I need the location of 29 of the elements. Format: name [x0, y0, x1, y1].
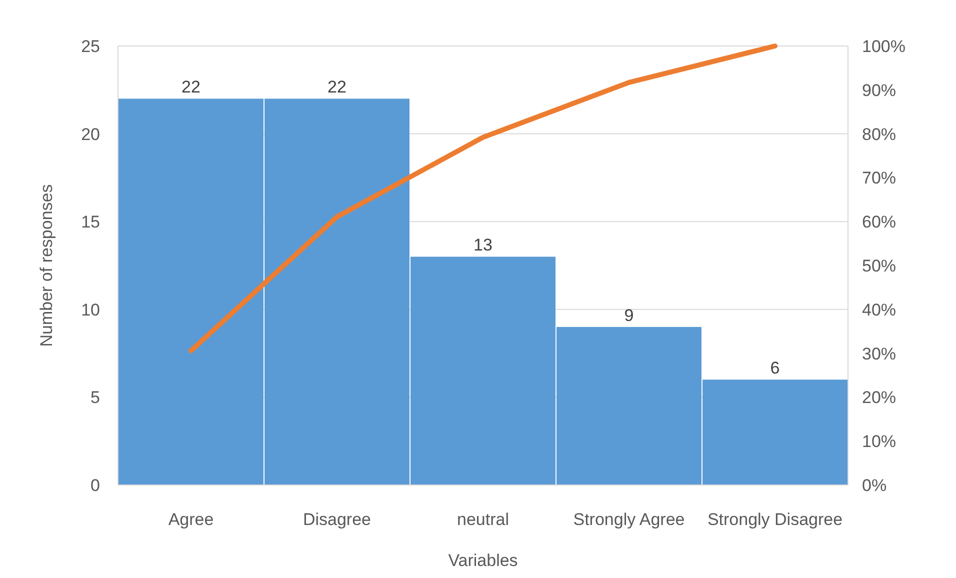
y-tick-label: 20 [81, 124, 100, 144]
x-tick-label: neutral [457, 510, 509, 529]
y-tick-label: 5 [90, 388, 100, 408]
y-tick-label: 25 [81, 36, 100, 56]
y2-tick-label: 90% [862, 80, 896, 100]
x-tick-label: Strongly Disagree [707, 510, 843, 529]
data-label: 6 [770, 358, 780, 378]
y2-tick-label: 50% [862, 256, 896, 276]
y-axis-title: Number of responses [37, 184, 56, 347]
data-label: 22 [182, 78, 200, 97]
x-axis-title: Variables [448, 551, 518, 570]
data-label: 22 [328, 78, 346, 97]
y2-tick-label: 20% [862, 388, 896, 408]
y2-tick-label: 100% [862, 36, 906, 56]
x-tick-label: Disagree [302, 510, 372, 529]
y-tick-label: 15 [81, 212, 100, 232]
y-tick-label: 10 [81, 300, 100, 320]
x-tick-label: Strongly Agree [573, 510, 685, 529]
y2-tick-label: 60% [862, 212, 896, 232]
x-tick-label: Agree [168, 510, 214, 529]
y2-tick-label: 70% [862, 168, 896, 188]
y2-tick-label: 30% [862, 344, 896, 364]
y2-tick-label: 40% [862, 300, 896, 320]
y2-tick-label: 80% [862, 124, 896, 144]
y-tick-label: 0 [90, 476, 100, 495]
data-label: 13 [474, 236, 492, 255]
y2-tick-label: 0% [862, 476, 887, 495]
y2-tick-label: 10% [862, 432, 896, 452]
data-label: 9 [624, 306, 634, 325]
